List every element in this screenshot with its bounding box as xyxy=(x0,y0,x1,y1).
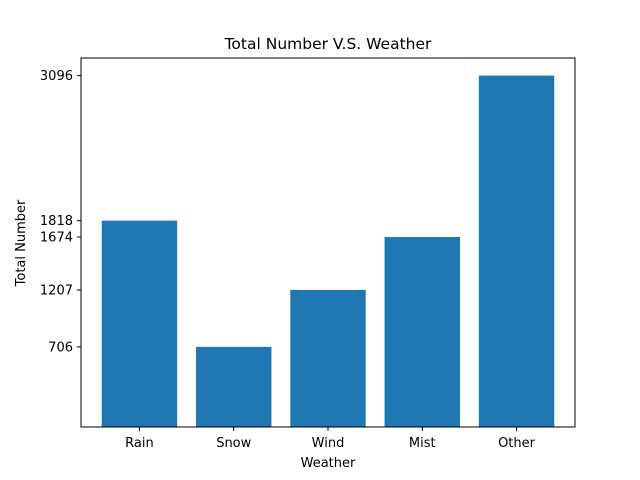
y-axis-label: Total Number xyxy=(14,199,29,287)
chart-title: Total Number V.S. Weather xyxy=(224,35,432,53)
x-tick-label-other: Other xyxy=(498,436,536,451)
y-tick-label-1207: 1207 xyxy=(40,284,73,299)
y-ticks-group: 706 1207 1674 1818 3096 xyxy=(40,69,81,355)
x-ticks-group: Rain Snow Wind Mist Other xyxy=(125,427,536,451)
x-tick-label-snow: Snow xyxy=(216,436,251,451)
y-tick-label-706: 706 xyxy=(48,340,73,355)
bar-rain xyxy=(101,220,178,427)
y-tick-label-3096: 3096 xyxy=(40,69,73,84)
x-tick-label-wind: Wind xyxy=(312,436,345,451)
bar-mist xyxy=(384,237,460,427)
x-tick-label-mist: Mist xyxy=(409,436,436,451)
x-axis-label: Weather xyxy=(301,456,356,471)
bar-wind xyxy=(290,290,366,427)
bars-group xyxy=(101,75,555,427)
x-tick-label-rain: Rain xyxy=(125,436,154,451)
plot-frame xyxy=(80,57,576,428)
y-tick-label-1818: 1818 xyxy=(40,214,73,229)
bar-other xyxy=(478,75,555,427)
y-tick-label-1674: 1674 xyxy=(40,231,73,246)
bar-snow xyxy=(196,346,272,427)
